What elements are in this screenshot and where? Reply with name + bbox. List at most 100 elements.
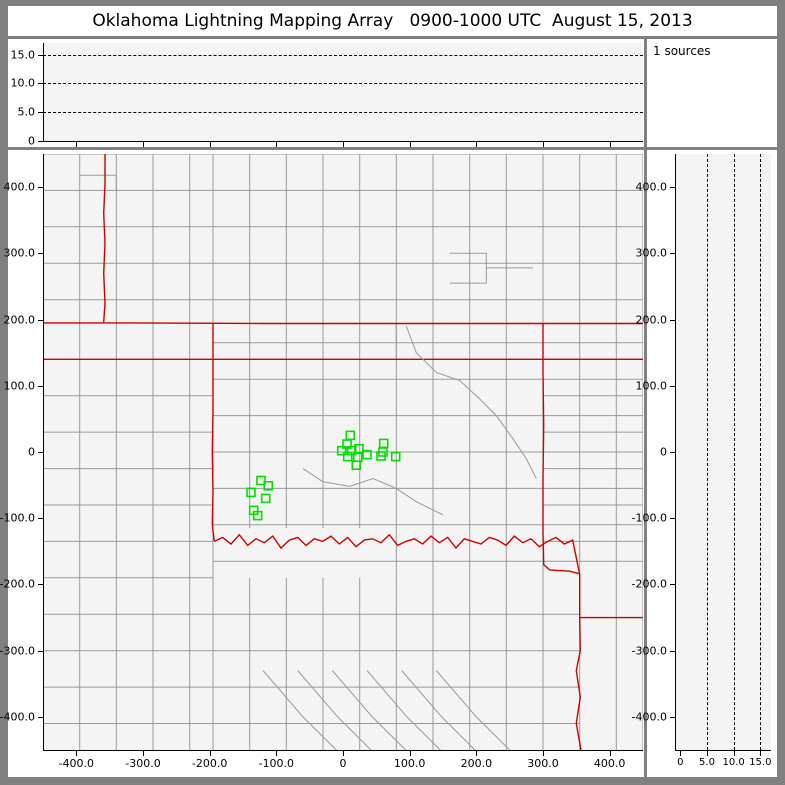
lightning-source-marker[interactable]: [256, 475, 266, 486]
x-tick: [143, 142, 144, 147]
y-tick-left: [38, 650, 43, 652]
y-tick: [670, 584, 675, 586]
x-tick: [343, 142, 344, 147]
east-height-plot-area[interactable]: [675, 154, 771, 750]
y-tick-label-left: 0: [28, 445, 35, 459]
county-line: [331, 670, 407, 750]
y-tick-label: -200.0: [631, 577, 667, 591]
source-count-label: 1 sources: [653, 44, 711, 58]
y-tick-left: [38, 187, 43, 189]
x-tick-label: 10.0: [722, 757, 745, 768]
y-tick-label-left: 100.0: [3, 379, 36, 393]
x-tick-label: 15.0: [749, 757, 772, 768]
y-tick-label-left: -200.0: [0, 577, 35, 591]
river-line: [302, 468, 444, 516]
y-axis-line: [675, 154, 676, 750]
y-tick-left: [38, 716, 43, 718]
y-tick-label: -100.0: [631, 511, 667, 525]
title-bar: Oklahoma Lightning Mapping Array 0900-10…: [8, 6, 777, 36]
river-line: [405, 326, 537, 479]
x-tick: [733, 751, 735, 756]
lightning-source-marker[interactable]: [246, 487, 256, 498]
y-tick-label: 100.0: [635, 379, 668, 393]
y-tick-label-left: -300.0: [0, 644, 35, 658]
gridline: [43, 83, 643, 85]
county-line: [79, 174, 117, 191]
gridline: [43, 112, 643, 114]
county-line: [435, 670, 511, 750]
x-tick-label: -100.0: [258, 757, 295, 770]
state-border-tx-ok-west: [211, 359, 215, 542]
y-tick: [670, 253, 675, 255]
lightning-source-marker[interactable]: [260, 493, 271, 504]
lightning-source-marker[interactable]: [252, 510, 263, 521]
y-tick-label-left: -100.0: [0, 511, 35, 525]
x-tick: [680, 751, 682, 756]
lightning-source-marker[interactable]: [376, 451, 386, 461]
x-tick: [276, 142, 278, 147]
x-tick-label: 400.0: [593, 757, 626, 770]
y-axis-line: [43, 154, 44, 750]
y-tick-label-left: 300.0: [3, 246, 36, 260]
y-tick: [670, 319, 675, 321]
lightning-source-marker[interactable]: [336, 445, 347, 456]
y-tick-label: -400.0: [631, 710, 667, 724]
x-tick-label: -200.0: [191, 757, 228, 770]
x-tick: [209, 142, 211, 147]
gridline: [707, 154, 708, 750]
y-tick-left: [38, 385, 43, 387]
gridline: [760, 154, 762, 750]
gridline: [43, 54, 643, 56]
y-tick-left: [38, 253, 43, 255]
time-height-panel: -400.0-300.0-200.0-100.00100.0200.0300.0…: [8, 39, 644, 161]
lightning-source-marker[interactable]: [342, 451, 353, 462]
x-tick: [609, 142, 611, 147]
y-tick-label: -300.0: [631, 644, 667, 658]
lightning-source-marker[interactable]: [345, 430, 356, 441]
y-tick-left: [38, 319, 43, 321]
x-tick: [343, 751, 344, 756]
x-tick-label: 0: [677, 757, 684, 768]
x-tick-label: 100.0: [393, 757, 426, 770]
y-tick-left: [38, 452, 43, 453]
time-height-plot-area[interactable]: [43, 43, 643, 141]
y-tick: [670, 716, 675, 718]
lightning-source-marker[interactable]: [378, 438, 389, 449]
x-tick: [409, 751, 411, 756]
x-axis-line: [43, 141, 643, 142]
x-tick-label: 0: [339, 757, 347, 770]
state-border-co-ks: [102, 154, 106, 323]
plan-view-plot-area[interactable]: [43, 154, 643, 750]
x-tick: [476, 751, 478, 756]
lightning-source-marker[interactable]: [390, 451, 401, 462]
y-tick: [670, 187, 675, 189]
lightning-source-marker[interactable]: [351, 460, 362, 471]
x-tick: [476, 142, 478, 147]
y-tick: [38, 141, 43, 142]
x-tick: [609, 751, 611, 756]
lightning-source-marker[interactable]: [362, 449, 372, 460]
x-tick: [209, 751, 211, 756]
y-tick-label: 200.0: [635, 313, 668, 327]
gridline: [733, 154, 735, 750]
county-line: [366, 670, 441, 750]
x-tick: [143, 751, 144, 756]
y-tick: [670, 518, 675, 520]
x-tick-label: -400.0: [58, 757, 95, 770]
y-axis-line: [43, 43, 44, 141]
x-tick-label: 200.0: [460, 757, 493, 770]
x-tick: [707, 751, 708, 756]
x-tick: [76, 751, 78, 756]
lightning-source-marker[interactable]: [263, 480, 274, 491]
y-tick: [38, 83, 43, 85]
county-line: [297, 670, 372, 750]
x-tick: [543, 751, 544, 756]
plan-view-map-panel: -400.0 -300.0 -200.0 -100.0 0 100.0 200.0 300.0…: [0, 150, 644, 777]
x-tick-label: -300.0: [125, 757, 161, 770]
y-tick-label-left: 400.0: [3, 180, 36, 194]
state-border-ks-ok: [43, 322, 643, 325]
east-height-panel: 0 5.0 10.0 15.0 -400.0 -300.0 -200.0 -100.0 0 100…: [632, 150, 777, 777]
y-tick-left: [38, 584, 43, 586]
y-tick-label: 400.0: [635, 180, 668, 194]
